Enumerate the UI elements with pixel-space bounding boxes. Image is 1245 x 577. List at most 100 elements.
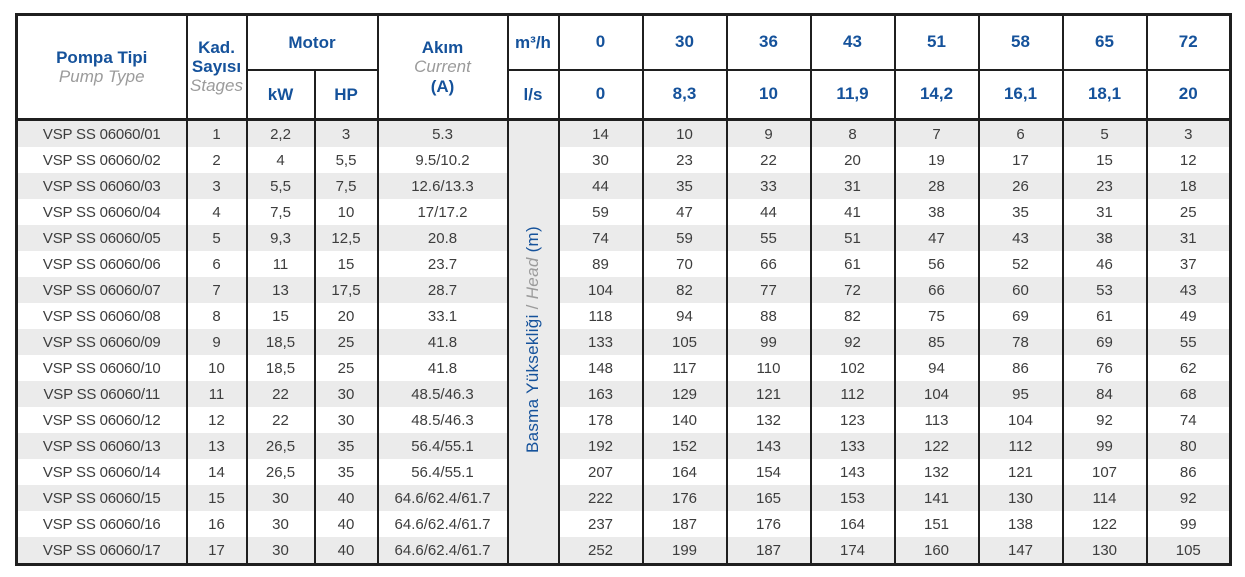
- cell-current: 48.5/46.3: [376, 381, 509, 407]
- cell-head-6: 61: [1061, 303, 1148, 329]
- header-flow-m3h-value-2: 36: [725, 13, 812, 71]
- cell-current: 20.8: [376, 225, 509, 251]
- cell-head-3: 92: [809, 329, 896, 355]
- cell-head-5: 112: [977, 433, 1064, 459]
- cell-current: 17/17.2: [376, 199, 509, 225]
- cell-head-1: 10: [641, 118, 728, 147]
- cell-head-7: 68: [1145, 381, 1232, 407]
- cell-current: 41.8: [376, 329, 509, 355]
- cell-current: 28.7: [376, 277, 509, 303]
- cell-current: 5.3: [376, 118, 509, 147]
- cell-hp: 25: [313, 329, 379, 355]
- cell-head-7: 62: [1145, 355, 1232, 381]
- cell-hp: 35: [313, 433, 379, 459]
- cell-head-2: 165: [725, 485, 812, 511]
- cell-kw: 4: [245, 147, 316, 173]
- cell-head-2: 9: [725, 118, 812, 147]
- cell-head-1: 94: [641, 303, 728, 329]
- cell-head-7: 86: [1145, 459, 1232, 485]
- table-row: VSP SS 06060/07 7 13 17,5 28.7 104 82 77 72 66 60 5…: [15, 277, 1232, 303]
- cell-head-3: 20: [809, 147, 896, 173]
- header-motor: Motor: [245, 13, 379, 71]
- header-flow-m3h-value-6: 65: [1061, 13, 1148, 71]
- cell-head-6: 130: [1061, 537, 1148, 566]
- cell-stages: 6: [185, 251, 248, 277]
- cell-head-7: 3: [1145, 118, 1232, 147]
- table-row: VSP SS 06060/15 15 30 40 64.6/62.4/61.7 222 17…: [15, 485, 1232, 511]
- cell-head-1: 117: [641, 355, 728, 381]
- cell-head-5: 147: [977, 537, 1064, 566]
- table-row: VSP SS 06060/10 10 18,5 25 41.8 148 117 110 102 9…: [15, 355, 1232, 381]
- cell-stages: 10: [185, 355, 248, 381]
- cell-head-6: 76: [1061, 355, 1148, 381]
- cell-head-4: 47: [893, 225, 980, 251]
- cell-pump-type: VSP SS 06060/11: [15, 381, 188, 407]
- header-stages-tr1: Kad.: [198, 38, 235, 57]
- cell-stages: 12: [185, 407, 248, 433]
- cell-kw: 26,5: [245, 433, 316, 459]
- cell-kw: 7,5: [245, 199, 316, 225]
- table-body: VSP SS 06060/01 1 2,2 3 5.3 Basma Yüksekliği …: [15, 118, 1232, 566]
- cell-stages: 1: [185, 118, 248, 147]
- table-row: VSP SS 06060/03 3 5,5 7,5 12.6/13.3 44 35 33 31 2…: [15, 173, 1232, 199]
- header-flow-ls-value-3: 11,9: [809, 68, 896, 121]
- header-flow-ls-value-6: 18,1: [1061, 68, 1148, 121]
- table-row: VSP SS 06060/06 6 11 15 23.7 89 70 66 61 56 52 46 37: [15, 251, 1232, 277]
- cell-head-5: 130: [977, 485, 1064, 511]
- cell-head-5: 43: [977, 225, 1064, 251]
- cell-head-6: 122: [1061, 511, 1148, 537]
- cell-head-0: 118: [557, 303, 644, 329]
- cell-stages: 17: [185, 537, 248, 566]
- cell-head-7: 55: [1145, 329, 1232, 355]
- cell-hp: 35: [313, 459, 379, 485]
- header-flow-ls-unit: l/s: [506, 68, 560, 121]
- cell-head-0: 30: [557, 147, 644, 173]
- cell-head-3: 51: [809, 225, 896, 251]
- cell-head-2: 121: [725, 381, 812, 407]
- cell-head-4: 56: [893, 251, 980, 277]
- cell-head-3: 61: [809, 251, 896, 277]
- cell-head-2: 88: [725, 303, 812, 329]
- cell-head-2: 44: [725, 199, 812, 225]
- cell-current: 41.8: [376, 355, 509, 381]
- cell-head-4: 19: [893, 147, 980, 173]
- cell-head-5: 78: [977, 329, 1064, 355]
- cell-head-6: 23: [1061, 173, 1148, 199]
- header-stages-tr2: Sayısı: [191, 57, 242, 76]
- cell-pump-type: VSP SS 06060/01: [15, 118, 188, 147]
- cell-pump-type: VSP SS 06060/08: [15, 303, 188, 329]
- header-flow-m3h-value-7: 72: [1145, 13, 1232, 71]
- cell-hp: 5,5: [313, 147, 379, 173]
- cell-head-5: 35: [977, 199, 1064, 225]
- header-current: Akım Current (A): [376, 13, 509, 121]
- cell-head-6: 114: [1061, 485, 1148, 511]
- cell-head-3: 31: [809, 173, 896, 199]
- cell-head-7: 99: [1145, 511, 1232, 537]
- header-flow-ls-value-7: 20: [1145, 68, 1232, 121]
- cell-head-7: 105: [1145, 537, 1232, 566]
- cell-pump-type: VSP SS 06060/07: [15, 277, 188, 303]
- header-stages: Kad. Sayısı Stages: [185, 13, 248, 121]
- cell-head-5: 86: [977, 355, 1064, 381]
- cell-current: 64.6/62.4/61.7: [376, 485, 509, 511]
- header-flow-ls-value-4: 14,2: [893, 68, 980, 121]
- cell-head-4: 75: [893, 303, 980, 329]
- cell-hp: 3: [313, 118, 379, 147]
- cell-head-0: 178: [557, 407, 644, 433]
- cell-head-1: 82: [641, 277, 728, 303]
- cell-head-4: 28: [893, 173, 980, 199]
- cell-hp: 7,5: [313, 173, 379, 199]
- cell-head-0: 237: [557, 511, 644, 537]
- cell-pump-type: VSP SS 06060/04: [15, 199, 188, 225]
- head-axis-cell: Basma Yüksekliği / Head (m): [506, 118, 560, 565]
- cell-kw: 13: [245, 277, 316, 303]
- cell-hp: 12,5: [313, 225, 379, 251]
- cell-head-2: 55: [725, 225, 812, 251]
- cell-current: 64.6/62.4/61.7: [376, 537, 509, 566]
- cell-head-0: 59: [557, 199, 644, 225]
- cell-kw: 9,3: [245, 225, 316, 251]
- cell-head-1: 152: [641, 433, 728, 459]
- cell-head-2: 176: [725, 511, 812, 537]
- header-flow-m3h-value-0: 0: [557, 13, 644, 71]
- cell-head-6: 92: [1061, 407, 1148, 433]
